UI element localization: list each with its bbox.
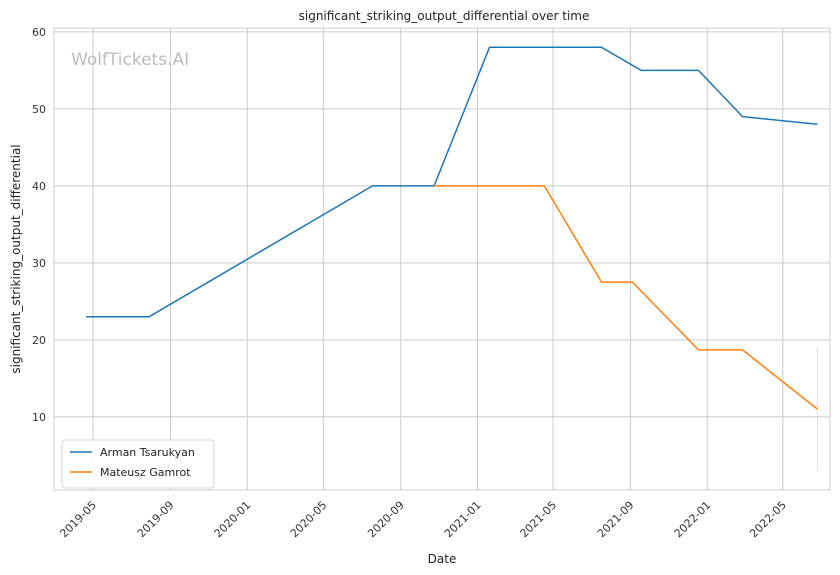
- series-1-line: [86, 46, 818, 318]
- x-tick-label: 2019-09: [135, 499, 177, 541]
- x-tick-labels: 2019-05 2019-09 2020-01 2020-05 2020-09 2021-…: [57, 499, 788, 541]
- x-axis-label: Date: [428, 552, 457, 566]
- x-tick-label: 2020-01: [212, 499, 254, 541]
- grid-lines: [54, 28, 830, 490]
- series-2-line: [434, 185, 818, 410]
- x-tick-label: 2022-01: [672, 499, 714, 541]
- series-lines: [86, 46, 818, 471]
- plot-frame: [53, 27, 831, 491]
- y-axis-label: significant_striking_output_differential: [9, 144, 23, 373]
- y-tick-labels: 10 20 30 40 50 60: [32, 26, 46, 424]
- legend: Arman Tsarukyan Mateusz Gamrot: [61, 439, 215, 489]
- y-tick-label: 30: [32, 257, 46, 270]
- watermark-text: WolfTickets.AI: [71, 50, 189, 70]
- legend-label-2: Mateusz Gamrot: [100, 466, 191, 479]
- x-tick-label: 2019-05: [57, 499, 99, 541]
- y-tick-label: 60: [32, 26, 46, 39]
- legend-label-1: Arman Tsarukyan: [100, 446, 195, 459]
- x-tick-label: 2021-09: [595, 499, 637, 541]
- x-tick-label: 2020-09: [365, 499, 407, 541]
- x-tick-label: 2020-05: [288, 499, 330, 541]
- x-tick-label: 2022-05: [747, 499, 789, 541]
- x-tick-label: 2021-01: [442, 499, 484, 541]
- y-tick-label: 40: [32, 180, 46, 193]
- y-tick-label: 50: [32, 103, 46, 116]
- chart-title: significant_striking_output_differential…: [299, 9, 590, 23]
- legend-box: [61, 439, 215, 489]
- x-tick-label: 2021-05: [518, 499, 560, 541]
- y-tick-label: 10: [32, 411, 46, 424]
- y-tick-label: 20: [32, 334, 46, 347]
